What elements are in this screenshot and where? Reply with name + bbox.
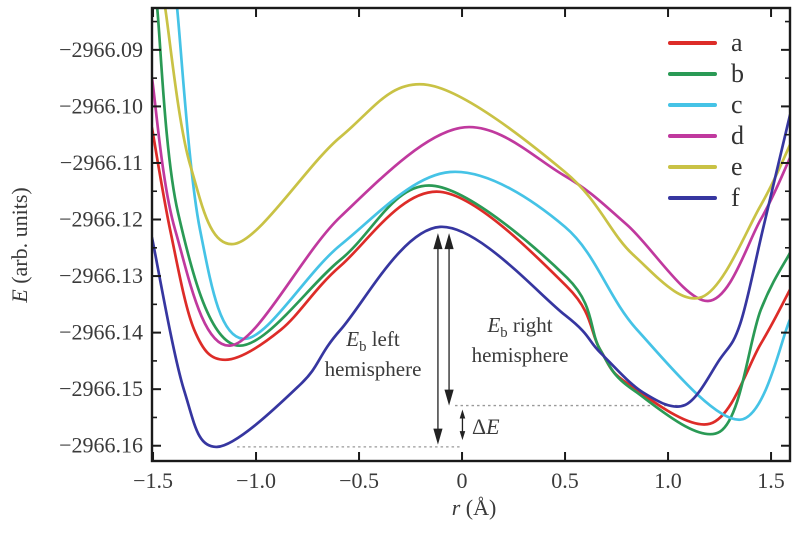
- x-tick-label-4: 0.5: [551, 468, 579, 493]
- arrow-head-up-1: [444, 233, 454, 250]
- legend-swatch-a: [668, 40, 717, 45]
- y-tick-label-2: −2966.11: [60, 150, 143, 175]
- arrow-head-up-0: [433, 233, 443, 250]
- y-axis-units: (arb. units): [7, 187, 32, 290]
- legend-item-f: f: [668, 182, 744, 213]
- arrow-head-down-0: [433, 428, 443, 445]
- axis-ticks: [152, 8, 790, 461]
- legend-item-d: d: [668, 120, 744, 151]
- legend-swatch-b: [668, 71, 717, 76]
- y-tick-label-3: −2966.12: [59, 207, 143, 232]
- series-b-curve: [155, 8, 790, 436]
- series-d-curve: [152, 76, 790, 347]
- series-c-curve: [175, 8, 790, 422]
- legend-swatch-d: [668, 133, 717, 138]
- y-axis-symbol: E: [7, 289, 32, 303]
- y-axis-label: E (arb. units): [7, 187, 33, 302]
- legend-label-e: e: [731, 151, 743, 181]
- arrow-head-up-2: [459, 409, 466, 419]
- legend-label-c: c: [731, 89, 743, 119]
- y-tick-label-7: −2966.16: [59, 433, 143, 458]
- legend-item-b: b: [668, 58, 744, 89]
- guide-lines: [237, 404, 680, 448]
- legend-swatch-e: [668, 164, 717, 169]
- series-curves: [152, 8, 790, 449]
- series-f-curve: [152, 113, 790, 449]
- annotation-eb-left-line1: Eb left: [346, 327, 400, 356]
- x-axis-units: (Å): [460, 495, 497, 520]
- annotation-eb-left-line2: hemisphere: [324, 357, 422, 382]
- x-axis-label: r (Å): [452, 495, 497, 521]
- annotation-delta-e: ΔE: [472, 414, 500, 439]
- annotation-eb-right: Eb right hemisphere: [472, 313, 569, 369]
- x-tick-label-3: 0: [457, 468, 468, 493]
- legend-item-c: c: [668, 89, 744, 120]
- legend-label-a: a: [731, 27, 743, 57]
- plot-border: [150, 6, 792, 463]
- series-a-curve: [152, 126, 790, 426]
- y-tick-label-0: −2966.09: [59, 37, 143, 62]
- x-axis-symbol: r: [451, 495, 461, 520]
- annotation-eb-left: Eb left hemisphere: [325, 327, 422, 383]
- annotation-eb-right-line1: Eb right: [487, 313, 553, 342]
- legend-swatch-c: [668, 102, 717, 107]
- y-tick-label-6: −2966.15: [59, 376, 143, 401]
- legend-swatch-f: [668, 195, 717, 200]
- legend-label-d: d: [731, 120, 744, 150]
- y-tick-label-1: −2966.10: [59, 93, 143, 118]
- barrier-arrows: [433, 233, 466, 445]
- axes-frame: [150, 6, 792, 463]
- arrow-head-down-1: [444, 389, 454, 406]
- legend-item-e: e: [668, 151, 744, 182]
- x-tick-label-1: −1.0: [236, 468, 276, 493]
- legend-label-b: b: [731, 58, 744, 88]
- legend-label-f: f: [731, 182, 740, 212]
- x-tick-label-0: −1.5: [133, 468, 173, 493]
- x-tick-label-5: 1.0: [654, 468, 682, 493]
- legend-item-a: a: [668, 27, 744, 58]
- tick-labels: −1.5 −1.0 −0.5 0 0.5 1.0 1.5 −2966.09 −2966.10 −2…: [59, 37, 785, 493]
- series-e-curve: [163, 8, 790, 300]
- y-tick-label-4: −2966.13: [59, 263, 143, 288]
- arrow-head-down-2: [459, 431, 466, 441]
- x-tick-label-2: −0.5: [339, 468, 379, 493]
- annotation-eb-right-line2: hemisphere: [471, 343, 569, 368]
- y-tick-label-5: −2966.14: [59, 320, 143, 345]
- x-tick-label-6: 1.5: [757, 468, 785, 493]
